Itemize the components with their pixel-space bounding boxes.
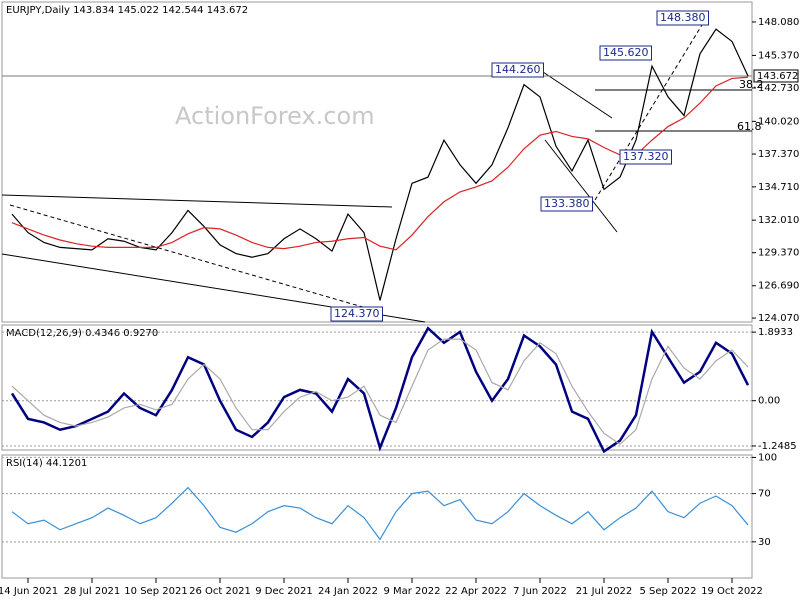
- x-tick-label: 21 Jul 2022: [576, 586, 633, 597]
- watermark: ActionForex.com: [175, 102, 375, 130]
- y-tick-label: 132.010: [758, 215, 799, 226]
- fib-line: [594, 19, 706, 201]
- annotation: 124.370: [334, 307, 380, 320]
- y-tick-label: 1.8933: [758, 327, 793, 338]
- y-tick-label: 0.00: [758, 396, 780, 407]
- annotation: 145.620: [603, 46, 649, 59]
- y-tick-label: 100: [758, 452, 777, 463]
- series-line: [10, 326, 750, 454]
- x-tick-label: 24 Jan 2022: [318, 586, 378, 597]
- y-tick-label: 70: [758, 489, 771, 500]
- channel-line: [539, 69, 613, 119]
- series-line: [11, 28, 749, 301]
- y-tick-label: 142.730: [758, 83, 799, 94]
- series-line: [11, 338, 749, 445]
- y-tick-label: 134.710: [758, 182, 799, 193]
- x-tick-label: 10 Sep 2021: [124, 586, 187, 597]
- price-title: EURJPY,Daily 143.834 145.022 142.544 143…: [6, 5, 248, 16]
- rsi-panel: [1, 454, 753, 579]
- y-tick-label: 124.070: [758, 313, 799, 324]
- annotation: 148.380: [660, 11, 706, 24]
- x-tick-label: 14 Jun 2021: [0, 586, 58, 597]
- y-tick-label: 30: [758, 537, 771, 548]
- trend-line: [1, 194, 393, 208]
- last-price-label: 143.672: [757, 71, 798, 82]
- y-tick-label: -1.2485: [758, 441, 797, 452]
- y-tick-label: 126.690: [758, 281, 799, 292]
- series-line: [11, 486, 749, 541]
- y-tick-label: 145.370: [758, 50, 799, 61]
- x-tick-label: 28 Jul 2021: [64, 586, 121, 597]
- y-tick-label: 148.080: [758, 17, 799, 28]
- x-tick-label: 9 Mar 2022: [383, 586, 440, 597]
- x-tick-label: 19 Oct 2022: [701, 586, 763, 597]
- y-tick-label: 129.370: [758, 248, 799, 259]
- x-tick-label: 9 Dec 2021: [255, 586, 313, 597]
- annotation: 137.320: [623, 150, 669, 163]
- y-tick-label: 140.020: [758, 116, 799, 127]
- macd-title: MACD(12,26,9) 0.4346 0.9270: [6, 328, 158, 339]
- y-tick-label: 137.370: [758, 149, 799, 160]
- x-tick-label: 22 Apr 2022: [445, 586, 507, 597]
- annotation-box: [540, 196, 593, 212]
- trend-line: [9, 204, 381, 313]
- last-price-box: [753, 69, 799, 83]
- annotation: 144.260: [495, 63, 541, 76]
- annotation: 38.2: [739, 78, 764, 91]
- annotation-box: [656, 10, 709, 26]
- annotation-box: [619, 149, 672, 165]
- rsi-title: RSI(14) 44.1201: [6, 458, 87, 469]
- x-tick-label: 26 Oct 2021: [189, 586, 251, 597]
- x-tick-label: 7 Jun 2022: [513, 586, 567, 597]
- annotation-box: [599, 45, 652, 61]
- channel-line: [544, 139, 618, 233]
- macd-panel: [1, 324, 753, 451]
- annotation-box: [491, 62, 544, 78]
- annotation: 61.8: [737, 120, 762, 133]
- annotation: 133.380: [544, 197, 590, 210]
- annotation-box: [330, 306, 383, 322]
- x-tick-label: 5 Sep 2022: [639, 586, 696, 597]
